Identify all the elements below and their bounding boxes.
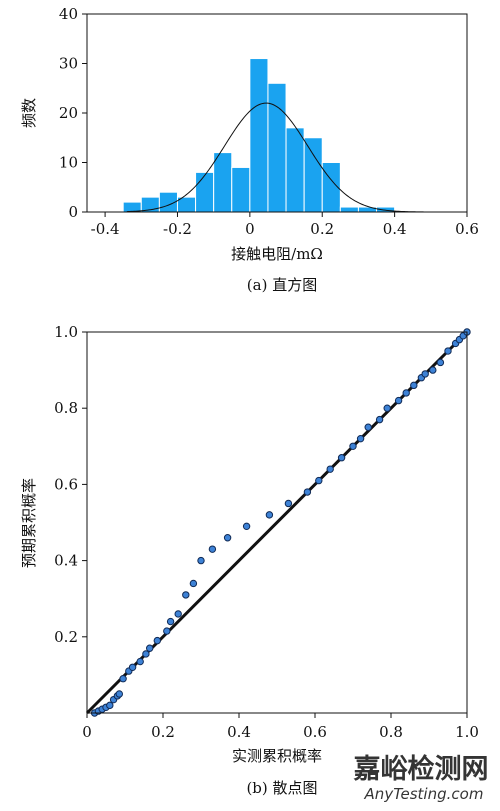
histogram-y-ticks: 0 10 20 30 40 <box>59 5 87 221</box>
watermark-text-cn: 嘉峪检测网 <box>354 753 489 785</box>
scatter-point <box>163 627 171 635</box>
scatter-point <box>364 423 372 431</box>
scatter-point <box>429 366 437 374</box>
histogram-bar <box>249 58 269 213</box>
scatter-x-tick-label: 0.6 <box>303 723 327 741</box>
scatter-y-ticks: 0.2 0.4 0.6 0.8 1.0 <box>54 323 87 646</box>
scatter-point <box>208 545 217 553</box>
histogram-y-tick-label: 30 <box>59 55 78 73</box>
histogram-bar <box>267 82 287 213</box>
histogram-x-ticks: -0.4 -0.2 0 0.2 0.4 0.6 <box>91 212 479 238</box>
scatter-point <box>146 644 154 652</box>
scatter-point <box>153 636 162 645</box>
scatter-point <box>444 347 452 355</box>
scatter-y-tick-label: 0.8 <box>54 399 78 417</box>
scatter-point <box>421 370 429 378</box>
scatter-point <box>349 442 357 450</box>
histogram-x-axis-title: 接触电阻/mΩ <box>231 245 323 263</box>
scatter-x-tick-label: 0.2 <box>151 723 175 741</box>
histogram-bars <box>122 58 396 213</box>
scatter-point <box>242 522 251 531</box>
scatter-caption: (b) 散点图 <box>246 779 317 797</box>
histogram-x-tick-label: 0 <box>245 220 255 238</box>
scatter-point <box>410 381 418 390</box>
scatter-point <box>265 511 274 519</box>
watermark-text-en: AnyTesting.com <box>364 785 484 803</box>
scatter-x-tick-label: 0 <box>82 723 92 741</box>
scatter-point <box>303 488 312 496</box>
scatter-point <box>223 534 232 542</box>
scatter-point <box>436 358 445 367</box>
histogram-x-tick-label: 0.2 <box>310 220 334 238</box>
scatter-point <box>174 610 182 618</box>
histogram-bar <box>339 206 359 213</box>
histogram-y-tick-label: 0 <box>68 203 78 221</box>
scatter-point <box>106 701 114 710</box>
scatter-point <box>182 591 190 599</box>
histogram-bar <box>195 171 215 213</box>
scatter-y-tick-label: 0.6 <box>54 475 78 493</box>
scatter-point <box>337 454 346 462</box>
scatter-point <box>197 556 205 565</box>
scatter-point <box>356 434 365 443</box>
scatter-point <box>315 476 323 485</box>
scatter-point <box>189 579 198 588</box>
scatter-x-tick-label: 0.8 <box>379 723 403 741</box>
scatter-y-tick-label: 0.4 <box>54 552 78 570</box>
histogram-x-tick-label: 0.4 <box>383 220 407 238</box>
scatter-point <box>394 396 403 405</box>
scatter-point <box>326 465 334 473</box>
histogram-bar <box>285 127 305 213</box>
histogram-y-tick-label: 10 <box>59 154 78 172</box>
scatter-point <box>375 415 384 424</box>
histogram-x-tick-label: -0.4 <box>91 220 120 238</box>
scatter-point <box>128 663 137 671</box>
scatter-y-axis-title: 预期累积概率 <box>20 478 38 568</box>
scatter-point <box>166 617 175 626</box>
histogram-y-tick-label: 20 <box>59 104 78 122</box>
watermark: 嘉峪检测网 AnyTesting.com <box>354 753 489 803</box>
scatter-plot-frame <box>86 331 468 714</box>
histogram-x-tick-label: 0.6 <box>455 220 479 238</box>
scatter-point <box>383 404 391 412</box>
histogram-bar <box>303 137 323 213</box>
histogram-x-tick-label: -0.2 <box>163 220 192 238</box>
scatter-x-ticks: 0 0.2 0.4 0.6 0.8 1.0 <box>82 713 479 741</box>
normal-fit-curve <box>126 102 424 213</box>
scatter-x-tick-label: 0.4 <box>227 723 251 741</box>
scatter-point <box>284 499 293 508</box>
scatter-x-axis-title: 实测累积概率 <box>232 747 322 765</box>
scatter-point <box>119 675 127 683</box>
scatter-point <box>142 650 150 658</box>
scatter-point <box>115 690 124 698</box>
histogram-y-axis-title: 频数 <box>20 98 38 128</box>
histogram-bar <box>213 152 233 213</box>
scatter-points <box>90 328 471 717</box>
histogram-y-tick-label: 40 <box>59 5 78 23</box>
histogram-bar <box>231 166 251 213</box>
scatter-point <box>402 389 410 397</box>
histogram-caption: (a) 直方图 <box>247 276 317 294</box>
scatter-x-tick-label: 1.0 <box>455 723 479 741</box>
scatter-y-tick-label: 1.0 <box>54 323 78 341</box>
scatter-panel: 0 0.2 0.4 0.6 0.8 1.0 0.20.40.60.81.0 实测累积概率 … <box>20 323 479 797</box>
scatter-y-tick-label: 0.2 <box>54 628 78 646</box>
scatter-point <box>136 657 144 666</box>
